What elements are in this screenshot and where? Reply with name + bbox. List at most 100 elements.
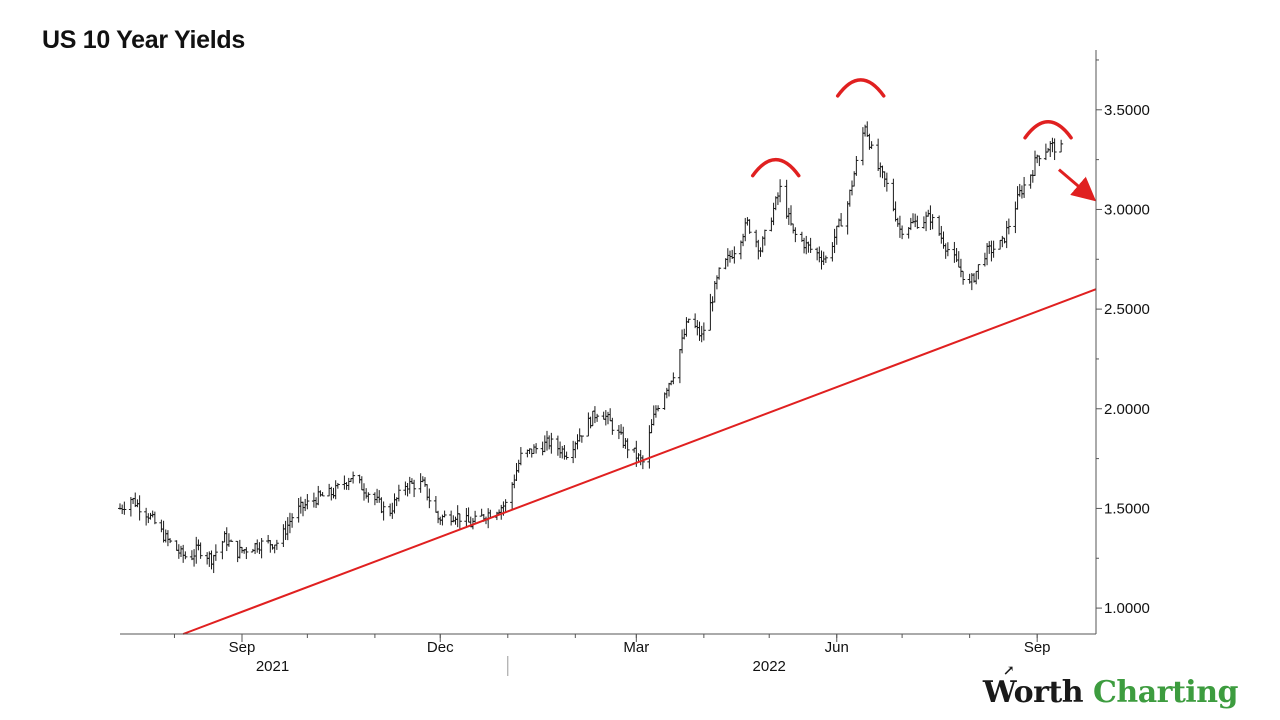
x-tick-label: Sep	[1024, 639, 1051, 656]
price-bar	[717, 267, 722, 280]
price-bar	[290, 513, 295, 528]
price-bar	[333, 480, 338, 500]
price-bar	[974, 270, 979, 285]
y-tick-label: 3.0000	[1104, 201, 1150, 218]
price-bar	[1030, 169, 1035, 183]
price-bar	[754, 229, 759, 248]
price-bar	[346, 477, 351, 491]
price-bar	[701, 322, 706, 341]
price-bar	[518, 447, 523, 466]
price-bar	[176, 544, 181, 559]
price-bar	[531, 444, 536, 454]
price-bar	[808, 237, 813, 254]
price-bar	[560, 445, 565, 459]
price-bar	[1050, 137, 1055, 153]
price-bar	[623, 438, 628, 449]
price-bar	[608, 408, 613, 422]
price-bar	[244, 547, 249, 560]
y-tick-label: 3.5000	[1104, 102, 1150, 119]
annotations	[751, 78, 1097, 202]
y-tick-label: 2.5000	[1104, 301, 1150, 318]
price-bar	[270, 544, 275, 550]
price-bar	[741, 233, 746, 247]
price-bar	[756, 239, 761, 260]
price-bar	[427, 488, 432, 509]
price-bar	[651, 405, 656, 426]
price-bar	[586, 412, 591, 437]
x-tick-label: Dec	[427, 639, 454, 656]
price-bar	[381, 501, 386, 521]
price-bar	[438, 516, 443, 525]
price-bar	[362, 483, 366, 501]
price-bar	[388, 503, 393, 517]
price-bar	[122, 501, 127, 515]
price-bar	[758, 247, 763, 257]
price-bar	[762, 229, 767, 246]
price-bar	[159, 519, 164, 533]
price-bar	[577, 428, 582, 442]
price-bar	[179, 545, 183, 557]
price-bar	[372, 492, 377, 506]
price-bar	[183, 551, 188, 560]
price-bar	[540, 441, 545, 456]
price-bar	[649, 419, 654, 434]
price-bar	[235, 540, 240, 563]
price-bar	[656, 405, 661, 412]
price-bar	[579, 435, 584, 443]
trendline	[182, 288, 1097, 635]
price-bar	[342, 475, 347, 490]
price-bar	[817, 246, 822, 263]
price-bar	[815, 247, 820, 261]
price-bar	[1000, 235, 1005, 248]
price-bar	[653, 405, 658, 418]
price-bar	[976, 264, 981, 280]
price-bar	[680, 329, 685, 354]
price-bar	[331, 487, 336, 499]
price-bar	[512, 474, 517, 489]
price-bar	[793, 227, 798, 243]
price-bar	[316, 485, 321, 506]
price-bar	[823, 255, 828, 264]
price-bar	[636, 453, 641, 462]
brand-arrow-icon: ↗	[1002, 663, 1015, 679]
price-bar	[320, 492, 325, 497]
price-bar	[784, 179, 789, 219]
price-bar	[420, 476, 425, 483]
brand-word-worth: Worth	[982, 675, 1084, 710]
x-tick-label: Sep	[229, 639, 256, 656]
price-bar	[1013, 201, 1018, 234]
price-bar	[697, 321, 702, 341]
price-bar	[194, 536, 199, 564]
price-bar	[466, 507, 471, 523]
price-bar	[442, 510, 447, 518]
price-bar	[830, 242, 835, 262]
price-bar	[281, 524, 286, 548]
price-bar	[684, 317, 689, 337]
price-bar	[845, 201, 850, 235]
price-bar	[941, 231, 946, 249]
price-bar	[296, 497, 301, 523]
price-bar	[834, 225, 839, 245]
price-bar	[778, 179, 783, 203]
price-bar	[930, 214, 935, 230]
price-bar	[423, 477, 427, 487]
price-bar	[366, 492, 371, 503]
price-bar	[712, 281, 717, 303]
y-tick-label: 2.0000	[1104, 401, 1150, 418]
price-bar	[601, 411, 606, 420]
price-bar	[457, 513, 462, 529]
price-bar	[924, 211, 929, 232]
price-bar	[625, 438, 630, 459]
price-bar	[884, 172, 889, 192]
price-bar	[257, 542, 262, 555]
price-bar	[847, 189, 852, 207]
price-bar	[725, 248, 730, 267]
price-bar	[335, 482, 340, 489]
x-tick-label: Jun	[825, 639, 849, 656]
price-bar	[806, 241, 811, 253]
price-bar	[407, 476, 412, 494]
price-bar	[610, 417, 615, 435]
price-bar	[287, 512, 292, 534]
price-bar	[791, 223, 796, 234]
price-bar	[163, 529, 168, 543]
